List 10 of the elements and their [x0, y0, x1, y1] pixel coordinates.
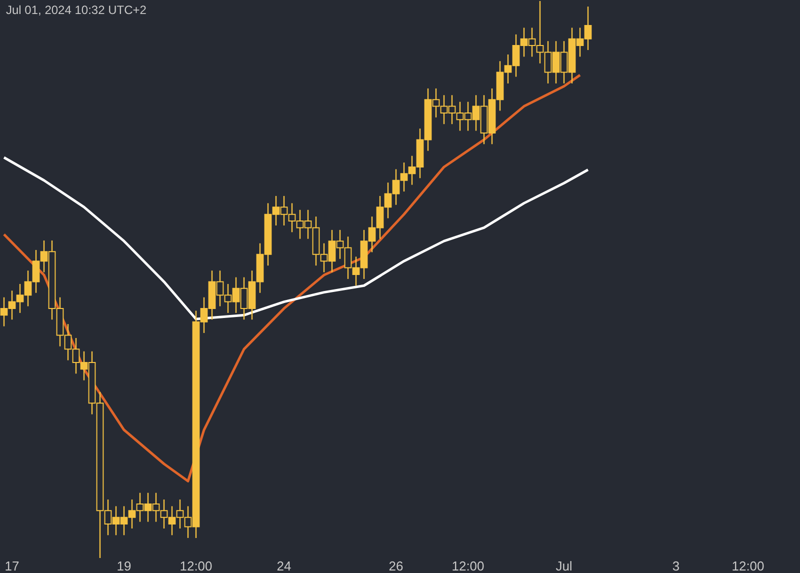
- x-tick-label: 24: [276, 558, 292, 573]
- x-tick-label: 19: [116, 558, 132, 573]
- x-tick-label: Jul: [556, 558, 572, 573]
- x-tick-label: 12:00: [452, 558, 484, 573]
- x-tick-label: 3: [672, 558, 680, 573]
- x-tick-label: 26: [388, 558, 404, 573]
- x-tick-label: 17: [4, 558, 20, 573]
- annotation: Jul 01, 2024 10:32 UTC+2: [6, 3, 147, 17]
- x-tick-label: 12:00: [180, 558, 212, 573]
- x-tick-label: 12:00: [732, 558, 764, 573]
